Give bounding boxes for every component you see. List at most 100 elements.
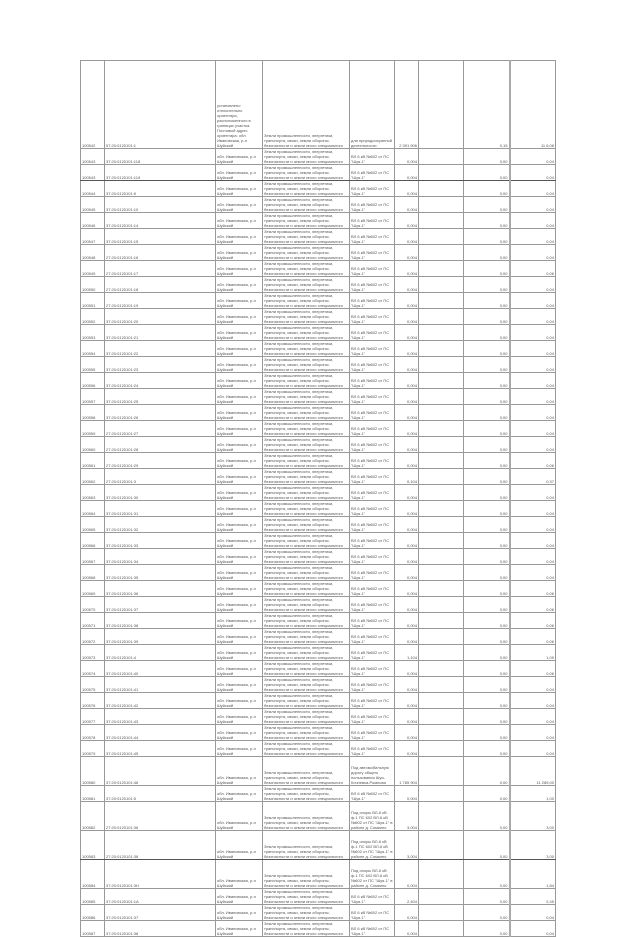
empty-cell xyxy=(418,324,464,341)
row-number: 100548 xyxy=(80,244,105,261)
land-category-text: Земли промышленности, энергетики, трансп… xyxy=(264,437,344,452)
table-row: 100558 37:20:0120101:26 обл. Ивановская, р… xyxy=(80,404,556,421)
permitted-use: Под опоры ВЛ-6 кВ ф.1 ПС 602 ВЛ-6 кВ №60… xyxy=(349,801,395,831)
row-number: 100553 xyxy=(80,324,105,341)
land-category-text: Земли промышленности, энергетики, трансп… xyxy=(264,389,344,404)
land-category: Земли промышленности, энергетики, трансп… xyxy=(262,756,350,786)
value-b: 0,00 xyxy=(463,452,511,469)
cadastral-number-text: 37:20:0120101:5 xyxy=(106,796,137,801)
land-category-text: Земли промышленности, энергетики, трансп… xyxy=(264,405,344,420)
address-text: обл. Ивановская, р-н Шуйский xyxy=(217,878,256,888)
land-category: Земли промышленности, энергетики, трансп… xyxy=(262,660,350,677)
address-text: обл. Ивановская, р-н Шуйский xyxy=(217,378,256,388)
value-b: 0,00 xyxy=(463,888,511,905)
row-number: 100542 xyxy=(80,60,105,149)
land-category: Земли промышленности, энергетики, трансп… xyxy=(262,859,350,889)
area-text: 0,004 xyxy=(406,207,417,212)
value-c-text: 0,04 xyxy=(546,415,554,420)
value-b-text: 0,00 xyxy=(499,751,508,756)
area-text: 0,004 xyxy=(406,415,417,420)
row-number: 100566 xyxy=(80,532,105,549)
row-number-text: 100557 xyxy=(82,399,96,404)
value-b-text: 0,00 xyxy=(499,463,508,468)
address-text: обл. Ивановская, р-н Шуйский xyxy=(217,820,256,830)
value-b: 0,00 xyxy=(463,292,511,309)
land-category: Земли промышленности, энергетики, трансп… xyxy=(262,564,350,581)
table-row: 100567 37:20:0120101:34 обл. Ивановская, р… xyxy=(80,548,556,565)
table-row: 100569 37:20:0120101:36 обл. Ивановская, р… xyxy=(80,580,556,597)
area: 0,004 xyxy=(394,436,419,453)
land-category: Земли промышленности, энергетики, трансп… xyxy=(262,580,350,597)
area: 0,004 xyxy=(394,532,419,549)
empty-cell xyxy=(418,801,464,831)
area: 0,004 xyxy=(394,580,419,597)
value-b: 0,00 xyxy=(463,740,511,757)
land-category: Земли промышленности, энергетики, трансп… xyxy=(262,920,350,937)
cadastral-number-text: 37:20:0120101:36 xyxy=(106,591,139,596)
address: обл. Ивановская, р-н Шуйский xyxy=(215,785,263,802)
value-b-text: 0,00 xyxy=(499,607,508,612)
value-b-text: 0,15 xyxy=(499,143,508,148)
cadastral-number: 37:20:0120101:43 xyxy=(104,708,216,725)
row-number: 100579 xyxy=(80,740,105,757)
row-number-text: 100566 xyxy=(82,543,96,548)
area: 2 391 906 xyxy=(394,60,419,149)
area: 0,104 xyxy=(394,468,419,485)
value-c: 0,04 xyxy=(509,372,556,389)
value-c: 0,04 xyxy=(509,164,556,181)
value-c-text: 0,04 xyxy=(546,207,554,212)
row-number-text: 100565 xyxy=(82,527,96,532)
address-text: обл. Ивановская, р-н Шуйский xyxy=(217,458,256,468)
area: 0,004 xyxy=(394,904,419,921)
land-category: Земли промышленности, энергетики, трансп… xyxy=(262,276,350,293)
cadastral-number-text: 37:20:0120101:46 xyxy=(106,780,139,785)
cadastral-number-text: 27:20:0120101:19 xyxy=(106,303,139,308)
cadastral-number: 37:20:0120101:32 xyxy=(104,516,216,533)
value-b-text: 0,00 xyxy=(499,591,508,596)
address-text: обл. Ивановская, р-н Шуйский xyxy=(217,202,256,212)
land-category-text: Земли промышленности, энергетики, трансп… xyxy=(264,325,344,340)
address-text: обл. Ивановская, р-н Шуйский xyxy=(217,791,256,801)
land-category-text: Земли промышленности, энергетики, трансп… xyxy=(264,921,344,936)
cadastral-number-text: 27:20:0120101:27 xyxy=(106,431,139,436)
cadastral-number-text: 37:20:0120101:43 xyxy=(106,719,139,724)
row-number: 100552 xyxy=(80,308,105,325)
permitted-use: ВЛ 6 кВ №602 от ПС "Шуя-1" xyxy=(349,612,395,629)
cadastral-number: 37:20:0120101:39 xyxy=(104,628,216,645)
row-number: 100559 xyxy=(80,420,105,437)
empty-cell xyxy=(418,920,464,937)
empty-cell xyxy=(418,420,464,437)
value-b: 0,00 xyxy=(463,276,511,293)
permitted-use-text: ВЛ 6 кВ №602 от ПС "Шуя-1" xyxy=(351,506,390,516)
permitted-use: ВЛ 6 кВ №602 от ПС "Шуя-1" xyxy=(349,740,395,757)
address-text: обл. Ивановская, р-н Шуйский xyxy=(217,618,256,628)
table-row: 100576 37:20:0120101:42 обл. Ивановская, р… xyxy=(80,692,556,709)
address: обл. Ивановская, р-н Шуйский xyxy=(215,212,263,229)
row-number-text: 100544 xyxy=(82,191,96,196)
row-number-text: 100576 xyxy=(82,703,96,708)
permitted-use-text: для природоохранной деятельности xyxy=(351,138,392,148)
row-number-text: 100553 xyxy=(82,335,96,340)
cadastral-number-text: 37:20:0120101:37 xyxy=(106,607,139,612)
permitted-use-text: ВЛ 6 кВ №602 от ПС "Шуя-1" xyxy=(351,170,390,180)
address: обл. Ивановская, р-н Шуйский xyxy=(215,308,263,325)
value-b-text: 0,00 xyxy=(499,671,508,676)
permitted-use: ВЛ 6 кВ №602 от ПС "Шуя-1" xyxy=(349,452,395,469)
land-category-text: Земли промышленности, энергетики, трансп… xyxy=(264,181,344,196)
empty-cell xyxy=(418,644,464,661)
area-text: 0,004 xyxy=(406,671,417,676)
cadastral-number-text: 37:20:0120101:25 xyxy=(106,399,139,404)
row-number-text: 100546 xyxy=(82,223,96,228)
address: обл. Ивановская, р-н Шуйский xyxy=(215,628,263,645)
permitted-use-text: ВЛ 6 кВ №602 от ПС "Шуя-1" xyxy=(351,682,390,692)
area: 0,004 xyxy=(394,612,419,629)
cadastral-number: 37:20:0120101:25 xyxy=(104,388,216,405)
empty-cell xyxy=(418,756,464,786)
land-category-text: Земли промышленности, энергетики, трансп… xyxy=(264,229,344,244)
permitted-use: ВЛ 6 кВ №602 от ПС "Шуя-1" xyxy=(349,484,395,501)
cadastral-number-text: 37:20:0120101:22 xyxy=(106,351,139,356)
table-row: 100550 27:20:0120101:18 обл. Ивановская, р… xyxy=(80,276,556,293)
row-number: 100561 xyxy=(80,452,105,469)
value-b: 0,00 xyxy=(463,180,511,197)
area: 0,004 xyxy=(394,676,419,693)
